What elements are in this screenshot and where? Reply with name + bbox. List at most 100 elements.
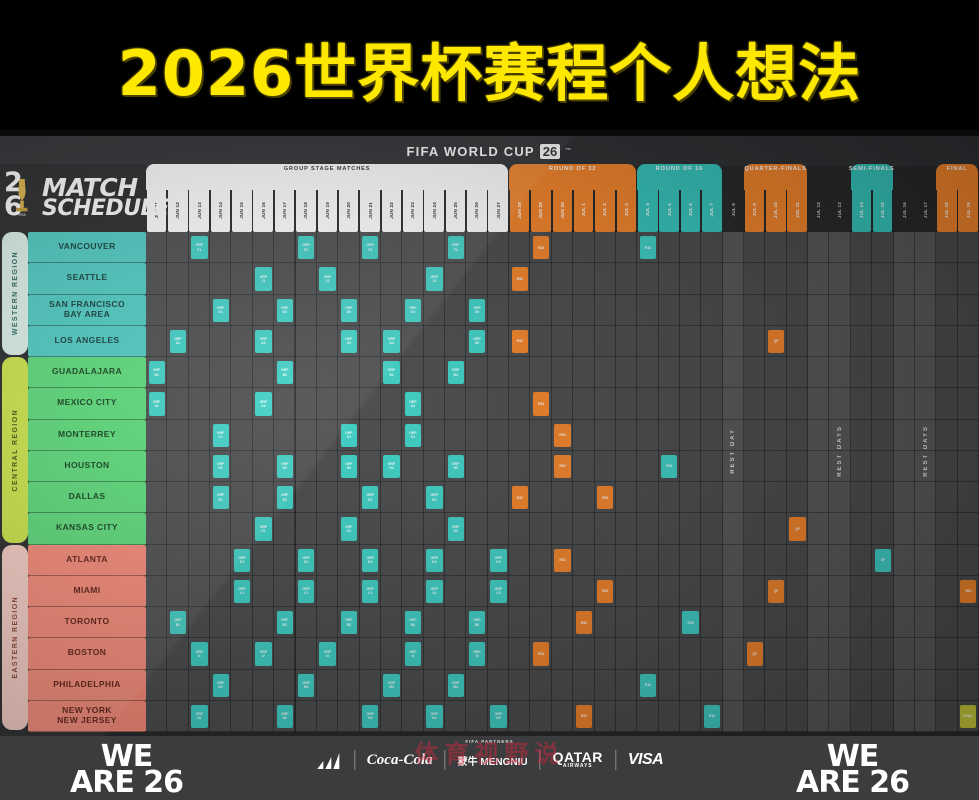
match-cell[interactable]: GRP B3 [383, 361, 400, 385]
match-cell[interactable]: GRP F3 [362, 236, 379, 260]
match-cell[interactable]: GRP N1 [191, 704, 208, 728]
match-cell[interactable]: QF [767, 329, 785, 353]
city-row-label[interactable]: GUADALAJARA [28, 357, 146, 389]
match-cell[interactable]: GRP B2 [276, 361, 293, 385]
match-cell[interactable]: GRP G2 [340, 517, 358, 541]
match-cell[interactable]: GRP J2 [319, 267, 336, 291]
date-column-header[interactable]: JUL 13 [830, 188, 850, 232]
city-row-label[interactable]: MEXICO CITY [28, 388, 146, 420]
date-column-header[interactable]: JUN 11 [146, 188, 167, 232]
match-cell[interactable]: GRP G1 [255, 517, 272, 541]
match-cell[interactable]: GRP L1 [233, 579, 251, 603]
match-cell[interactable]: GRP H4 [383, 454, 400, 478]
match-cell[interactable]: GRP M4 [447, 673, 464, 697]
match-cell[interactable]: R32 [575, 611, 593, 635]
match-cell[interactable]: GRP B4 [404, 611, 422, 635]
date-column-header[interactable]: JUL 1 [573, 188, 594, 232]
match-cell[interactable]: GRP D4 [404, 298, 422, 322]
date-column-header[interactable]: JUL 9 [744, 188, 765, 232]
date-column-header[interactable]: JUN 16 [253, 188, 274, 232]
date-column-header[interactable]: JUL 10 [766, 188, 786, 232]
date-column-header[interactable]: JUL 15 [872, 188, 893, 232]
match-cell[interactable]: R32 [532, 236, 550, 260]
match-cell[interactable]: R32 [554, 454, 571, 478]
match-cell[interactable]: R32 [554, 423, 571, 447]
match-cell[interactable]: R32 [511, 329, 528, 353]
match-cell[interactable]: GRP H5 [447, 454, 464, 478]
city-row-label[interactable]: VANCOUVER [28, 232, 146, 264]
date-column-header[interactable]: JUN 26 [467, 188, 487, 232]
city-row-label[interactable]: HOUSTON [28, 450, 146, 482]
match-cell[interactable]: GRP L4 [426, 579, 443, 603]
match-cell[interactable]: GRP M3 [383, 673, 400, 697]
date-column-header[interactable]: JUL 3 [616, 188, 637, 232]
date-column-header[interactable]: JUN 15 [232, 188, 252, 232]
match-cell[interactable]: GRP M1 [212, 673, 229, 697]
match-cell[interactable]: GRP A5 [468, 329, 486, 353]
city-row-label[interactable]: TORONTO [28, 607, 146, 639]
match-cell[interactable]: GRP K2 [298, 548, 315, 572]
date-column-header[interactable]: JUN 29 [531, 188, 551, 232]
match-cell[interactable]: GRP A2 [255, 329, 272, 353]
match-cell[interactable]: R32 [597, 486, 614, 510]
match-cell[interactable]: GRP K5 [490, 548, 507, 572]
date-column-header[interactable]: JUN 30 [552, 188, 573, 232]
match-cell[interactable]: GRP A2 [255, 392, 272, 416]
match-cell[interactable]: GRP H3 [340, 454, 358, 478]
date-column-header[interactable]: JUN 12 [168, 188, 188, 232]
match-cell[interactable]: GRP A1 [148, 392, 165, 416]
match-cell[interactable]: GRP B1 [169, 611, 187, 635]
date-column-header[interactable]: JUL 16 [894, 188, 914, 232]
date-column-header[interactable]: JUN 27 [488, 188, 508, 232]
match-cell[interactable]: R16 [639, 673, 657, 697]
match-cell[interactable]: R32 [554, 548, 571, 572]
date-column-header[interactable]: JUL 6 [680, 188, 701, 232]
city-row-label[interactable]: BOSTON [28, 638, 146, 670]
match-cell[interactable]: GRP I5 [468, 642, 486, 666]
match-cell[interactable]: R16 [703, 704, 721, 728]
match-cell[interactable]: GRP I1 [191, 642, 208, 666]
match-cell[interactable]: GRP N2 [276, 704, 293, 728]
match-cell[interactable]: GRP I4 [404, 642, 422, 666]
match-cell[interactable]: GRP J1 [255, 267, 272, 291]
city-row-label[interactable]: DALLAS [28, 482, 146, 514]
date-column-header[interactable]: JUN 20 [338, 188, 359, 232]
match-cell[interactable]: GRP F2 [298, 236, 315, 260]
match-cell[interactable]: GRP H1 [212, 454, 229, 478]
match-cell[interactable]: R32 [511, 486, 528, 510]
match-cell[interactable]: GRP E4 [426, 486, 443, 510]
city-row-label[interactable]: LOS ANGELES [28, 325, 146, 357]
match-cell[interactable]: GRP N4 [426, 704, 443, 728]
match-cell[interactable]: GRP H2 [276, 454, 293, 478]
match-cell[interactable]: GRP A3 [340, 329, 358, 353]
match-cell[interactable]: 3RD [960, 579, 977, 603]
date-column-header[interactable]: JUL 2 [595, 188, 615, 232]
date-column-header[interactable]: JUL 18 [936, 188, 957, 232]
date-column-header[interactable]: JUL 19 [958, 188, 978, 232]
match-cell[interactable]: GRP A3 [404, 392, 422, 416]
match-cell[interactable]: R32 [597, 579, 614, 603]
city-row-label[interactable]: KANSAS CITY [28, 513, 146, 545]
match-cell[interactable]: GRP N3 [362, 704, 379, 728]
match-cell[interactable]: GRP K3 [362, 548, 379, 572]
match-cell[interactable]: GRP E1 [212, 486, 229, 510]
date-column-header[interactable]: JUN 14 [210, 188, 231, 232]
match-cell[interactable]: R32 [575, 704, 593, 728]
match-cell[interactable]: GRP C1 [212, 423, 229, 447]
date-column-header[interactable]: JUL 4 [637, 188, 658, 232]
city-row-label[interactable]: PHILADELPHIA [28, 669, 146, 701]
match-cell[interactable]: GRP K4 [426, 548, 443, 572]
match-cell[interactable]: GRP N5 [490, 704, 507, 728]
date-column-header[interactable]: JUL 7 [702, 188, 722, 232]
date-column-header[interactable]: JUN 24 [424, 188, 444, 232]
date-column-header[interactable]: JUN 25 [445, 188, 466, 232]
date-column-header[interactable]: JUL 8 [723, 188, 743, 232]
match-cell[interactable]: R16 [661, 454, 678, 478]
match-cell[interactable]: GRP J3 [426, 267, 443, 291]
match-cell[interactable]: GRP B5 [468, 611, 486, 635]
match-cell[interactable]: GRP B4 [447, 361, 464, 385]
city-row-label[interactable]: MIAMI [28, 575, 146, 607]
date-column-header[interactable]: JUN 22 [381, 188, 402, 232]
date-column-header[interactable]: JUN 17 [274, 188, 295, 232]
city-row-label[interactable]: MONTERREY [28, 419, 146, 451]
